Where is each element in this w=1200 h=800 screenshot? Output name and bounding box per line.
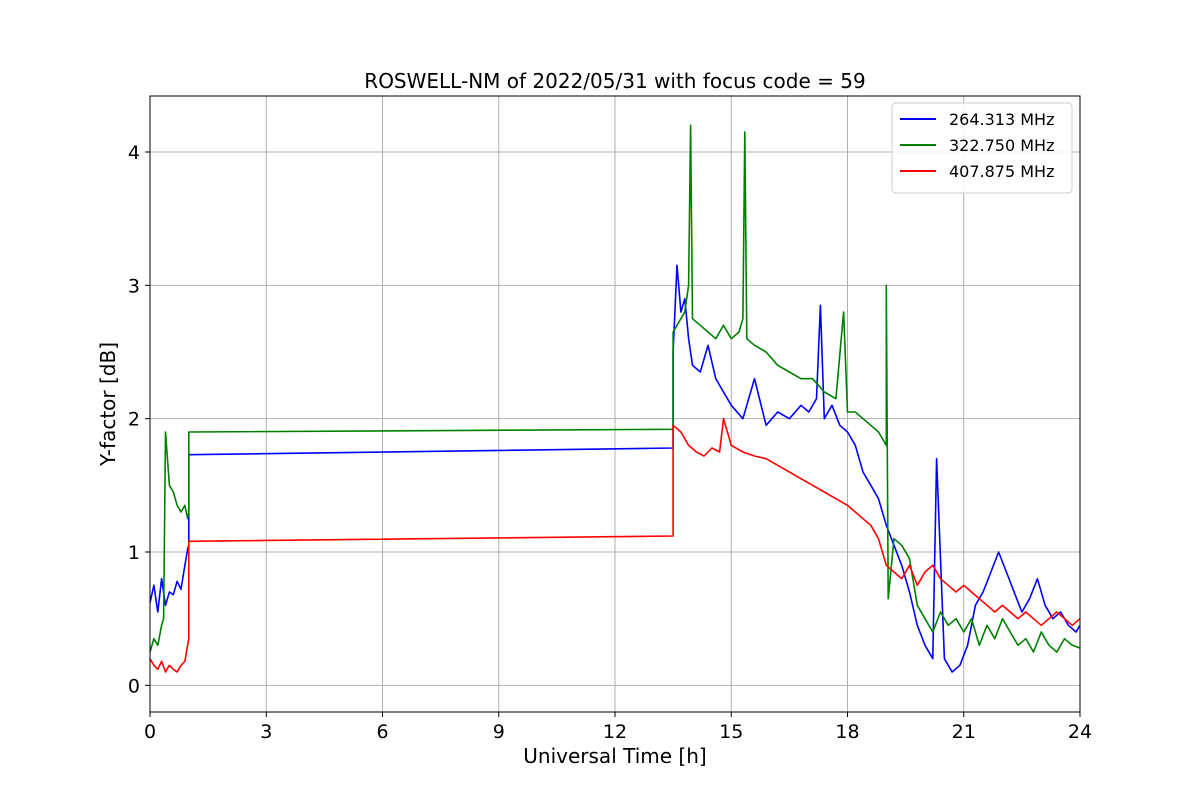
legend-label-1: 264.313 MHz — [949, 110, 1054, 129]
series-line-2 — [149, 124, 1081, 653]
legend-frame — [891, 102, 1073, 194]
series-line-3 — [149, 417, 1081, 673]
legend-label-2: 322.750 MHz — [949, 136, 1054, 155]
x-tick-label: 24 — [1068, 721, 1092, 743]
x-tick-label: 12 — [603, 721, 627, 743]
y-tick-label: 1 — [128, 542, 140, 564]
chart-title: ROSWELL-NM of 2022/05/31 with focus code… — [364, 69, 865, 93]
y-tick-label: 2 — [128, 409, 140, 431]
x-tick-label: 9 — [493, 721, 505, 743]
x-tick-label: 0 — [144, 721, 156, 743]
x-tick-label: 21 — [952, 721, 976, 743]
y-tick-label: 4 — [128, 142, 140, 164]
x-tick-label: 3 — [260, 721, 272, 743]
legend: 264.313 MHz 322.750 MHz 407.875 MHz — [891, 102, 1073, 194]
x-tick-label: 18 — [835, 721, 859, 743]
y-axis-label: Y-factor [dB] — [96, 342, 120, 467]
y-tick-label: 3 — [128, 275, 140, 297]
legend-label-3: 407.875 MHz — [949, 162, 1054, 181]
x-axis-label: Universal Time [h] — [523, 744, 706, 768]
series-lines — [149, 124, 1081, 673]
y-tick-label: 0 — [128, 675, 140, 697]
x-tick-label: 6 — [376, 721, 388, 743]
x-tick-label: 15 — [719, 721, 743, 743]
